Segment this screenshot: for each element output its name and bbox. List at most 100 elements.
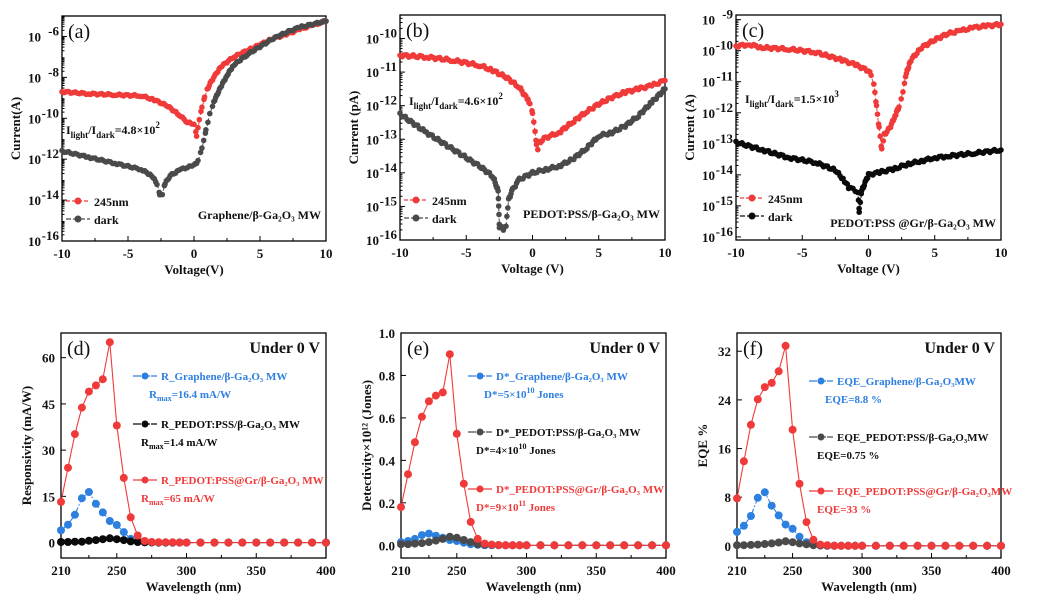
- x-tick-label: 210: [391, 563, 411, 578]
- series-R_PEDOT:PSS/β-Ga₂O₃ MW: [57, 534, 330, 547]
- y-axis-label: Responsivity (mA/W): [19, 386, 34, 506]
- data-point: [98, 375, 107, 384]
- data-point: [997, 541, 1005, 550]
- data-point: [858, 541, 867, 550]
- y-tick-exponent: -11: [380, 59, 397, 74]
- data-point: [322, 538, 330, 547]
- series-line: [735, 23, 1002, 151]
- y-tick-label: 0: [49, 536, 56, 551]
- data-point: [438, 534, 447, 543]
- data-point: [161, 538, 170, 547]
- data-point: [201, 94, 208, 100]
- data-point: [662, 86, 668, 92]
- legend-marker: [476, 372, 484, 380]
- data-point: [508, 541, 517, 550]
- data-point: [774, 511, 783, 520]
- note-rest: Jones: [526, 502, 556, 514]
- data-point: [77, 537, 86, 546]
- data-point: [662, 541, 670, 550]
- y-tick-exponent: -11: [716, 69, 733, 84]
- data-point: [168, 538, 177, 547]
- data-point: [193, 133, 200, 139]
- data-point: [927, 541, 936, 550]
- series-EQE_PEDOT:PSS/β-Ga₂O₃MW: [733, 537, 1005, 550]
- data-point: [91, 536, 100, 545]
- data-point: [856, 209, 862, 215]
- data-point: [998, 147, 1004, 153]
- x-axis-label: Voltage (V): [501, 261, 564, 276]
- legend-marker: [476, 428, 484, 436]
- legend-note: EQE=0.75 %: [817, 450, 880, 462]
- data-point: [496, 211, 502, 218]
- data-point: [480, 539, 489, 548]
- y-tick-label: 10: [702, 106, 715, 121]
- data-point: [57, 497, 65, 506]
- data-point: [126, 537, 135, 546]
- y-tick-exponent: -6: [48, 23, 59, 38]
- data-point: [795, 539, 804, 548]
- panel-e: 210 250 300 350 400 0.0 0.2 0.4 0.6 0.8 1.0 Wavelen…: [359, 326, 676, 594]
- ratio-main: I: [745, 92, 750, 106]
- legend-label: dark: [768, 210, 793, 224]
- legend-label: D*_PEDOT:PSS@Gr/β-Ga₂O₃ MW: [496, 484, 664, 496]
- y-tick-label: 10: [366, 65, 379, 80]
- data-point: [198, 108, 204, 115]
- y-tick-label: 10: [28, 111, 41, 126]
- data-point: [424, 529, 433, 538]
- panel-label: (e): [407, 338, 429, 360]
- data-point: [431, 391, 440, 400]
- data-point: [397, 503, 405, 512]
- device-label: PEDOT:PSS/β-Ga₂O₃ MW: [523, 207, 660, 221]
- data-point: [494, 541, 503, 550]
- data-point: [112, 535, 121, 544]
- y-tick-label: 10: [28, 70, 41, 85]
- data-point: [809, 535, 818, 544]
- legend-note: EQE=33 %: [817, 504, 871, 516]
- note-text: EQE=33 %: [817, 504, 871, 516]
- note-rest: =1.4 mA/W: [164, 437, 218, 449]
- data-point: [844, 181, 851, 187]
- data-point: [880, 138, 887, 144]
- x-tick-label: 0: [865, 245, 872, 260]
- data-point: [733, 541, 741, 550]
- data-point: [900, 89, 906, 95]
- x-tick-label: 250: [783, 563, 803, 578]
- data-point: [84, 488, 93, 496]
- data-point: [781, 520, 790, 529]
- legend-marker: [412, 196, 420, 204]
- ratio-slash: /I: [430, 94, 439, 108]
- x-axis-label: Wavelength (nm): [486, 579, 582, 594]
- panel-c: -10 -5 0 5 1010-910-1010-1110-1210-1310-1410…: [682, 7, 1008, 276]
- data-point: [767, 378, 776, 387]
- data-point: [57, 526, 65, 535]
- legend-label: dark: [94, 213, 119, 227]
- y-tick-label: 24: [718, 393, 732, 408]
- data-point: [112, 521, 121, 529]
- ratio-sub2: dark: [775, 99, 794, 109]
- x-tick-label: -5: [123, 246, 134, 261]
- data-point: [606, 541, 615, 550]
- note-sub: max: [149, 498, 164, 507]
- data-point: [105, 534, 114, 543]
- y-tick-exponent: -10: [380, 26, 397, 41]
- data-point: [200, 137, 207, 144]
- data-point: [746, 540, 755, 549]
- x-axis-label: Wavelength (nm): [146, 579, 242, 594]
- data-point: [837, 541, 846, 550]
- y-tick-label: 10: [366, 166, 379, 181]
- data-point: [119, 473, 128, 482]
- data-point: [857, 199, 864, 206]
- data-point: [64, 463, 72, 472]
- data-point: [431, 536, 440, 545]
- note-sup: 10: [526, 386, 534, 395]
- data-point: [417, 539, 426, 548]
- y-tick-label: 10: [702, 168, 715, 183]
- data-point: [203, 127, 209, 133]
- legend-marker: [141, 420, 149, 428]
- data-point: [739, 521, 748, 530]
- y-axis-label: Current (A): [682, 94, 697, 161]
- data-point: [879, 146, 885, 152]
- x-tick-label: -10: [727, 245, 744, 260]
- data-point: [969, 541, 978, 550]
- y-tick-label: 30: [42, 443, 55, 458]
